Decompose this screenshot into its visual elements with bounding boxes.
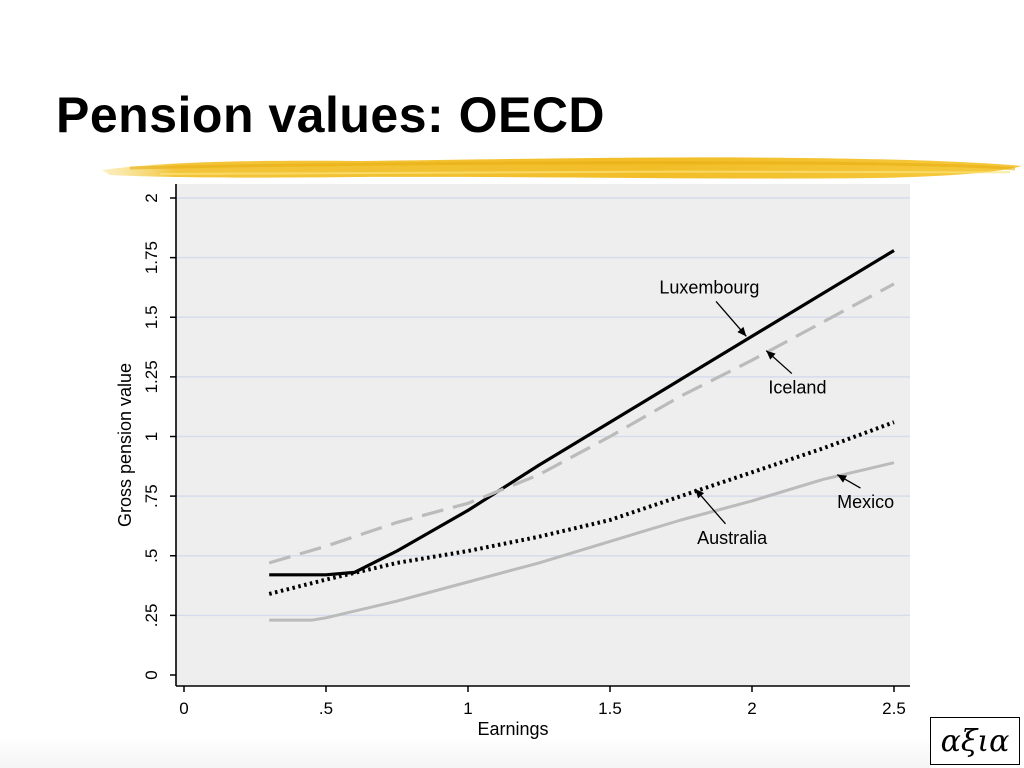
plot-background [176,184,910,686]
annotation-arrow-head [837,474,847,483]
annotation-arrow-head [737,326,747,337]
y-tick-label: 0 [142,670,161,679]
annotation-iceland: Iceland [768,378,826,398]
y-tick-label: 2 [142,193,161,202]
annotation-mexico: Mexico [837,492,894,512]
x-tick-label: 2.5 [882,699,906,718]
series-line-iceland [268,282,895,565]
annotation-australia: Australia [697,528,768,548]
x-tick-label: 1 [463,699,472,718]
series-line-australia [268,420,895,596]
grid-lines [176,197,910,617]
series-group [268,249,895,622]
annotations: Luxembourg Iceland Australia Mexico [659,277,894,547]
x-tick-label: 0 [179,699,188,718]
y-tick-label: .5 [142,549,161,563]
annotation-arrow-head [766,350,776,360]
company-logo: αξια [930,717,1020,765]
y-tick-label: 1 [142,432,161,441]
y-tick-label: 1.25 [142,360,161,393]
x-tick-label: 1.5 [598,699,622,718]
series-line-mexico [269,461,895,622]
y-tick-label: .75 [142,484,161,508]
y-tick-label: 1.75 [142,241,161,274]
slide-footer-strip [0,738,930,768]
slide-title: Pension values: OECD [56,87,606,143]
axes: 0 .25 .5 .75 1 1.25 1.5 1.75 2 0 .5 1 1.5 2 2.5 [142,184,910,718]
y-axis-label: Gross pension value [115,363,135,527]
pension-chart: 0 .25 .5 .75 1 1.25 1.5 1.75 2 0 .5 1 1.5 2 2.5 Luxemb… [115,184,910,739]
annotation-arrow-head [695,488,705,499]
y-tick-label: .25 [142,604,161,628]
highlighter-stroke [102,157,1022,179]
annotation-luxembourg: Luxembourg [659,277,759,297]
y-tick-label: 1.5 [142,305,161,329]
x-tick-label: 2 [747,699,756,718]
x-axis-label: Earnings [477,719,548,739]
x-tick-label: .5 [319,699,333,718]
